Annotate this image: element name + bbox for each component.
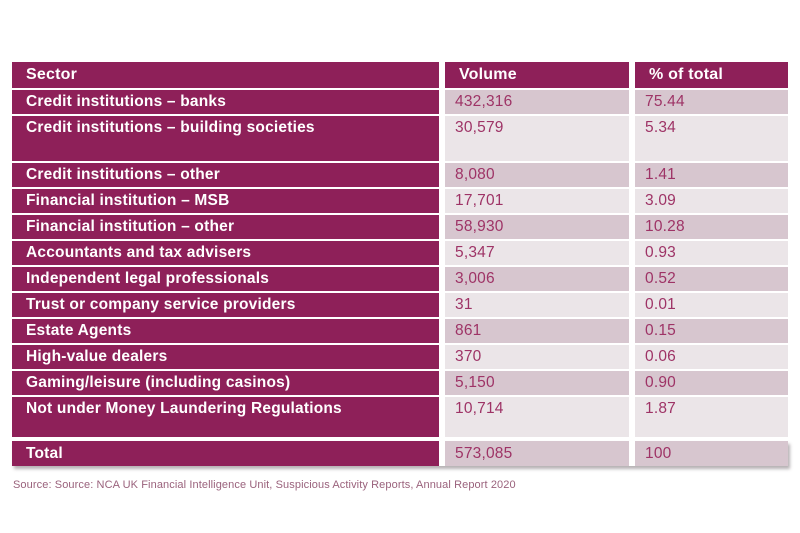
pct-cell: 0.52 — [635, 267, 788, 291]
pct-cell: 0.01 — [635, 293, 788, 317]
pct-cell: 0.93 — [635, 241, 788, 265]
sector-cell: Trust or company service providers — [12, 293, 439, 317]
volume-cell: 10,714 — [445, 397, 629, 437]
volume-cell: 58,930 — [445, 215, 629, 239]
volume-cell: 17,701 — [445, 189, 629, 213]
sector-cell: High-value dealers — [12, 345, 439, 369]
pct-cell: 1.87 — [635, 397, 788, 437]
total-label-cell: Total — [12, 441, 439, 466]
table-row-trust-providers: Trust or company service providers 31 0.… — [12, 293, 788, 317]
sector-cell: Credit institutions – other — [12, 163, 439, 187]
sector-cell: Financial institution – other — [12, 215, 439, 239]
header-cell-pct: % of total — [635, 62, 788, 88]
table-row-accountants: Accountants and tax advisers 5,347 0.93 — [12, 241, 788, 265]
volume-cell: 3,006 — [445, 267, 629, 291]
volume-cell: 861 — [445, 319, 629, 343]
sector-cell: Credit institutions – building societies — [12, 116, 439, 161]
sector-cell: Independent legal professionals — [12, 267, 439, 291]
table-header-row: Sector Volume % of total — [12, 62, 788, 88]
pct-cell: 5.34 — [635, 116, 788, 161]
pct-cell: 0.90 — [635, 371, 788, 395]
sector-cell: Not under Money Laundering Regulations — [12, 397, 439, 437]
table-row-msb: Financial institution – MSB 17,701 3.09 — [12, 189, 788, 213]
header-cell-volume: Volume — [445, 62, 629, 88]
sar-sector-table: Sector Volume % of total Credit institut… — [12, 62, 788, 468]
sector-cell: Estate Agents — [12, 319, 439, 343]
table-row-not-under-mlr: Not under Money Laundering Regulations 1… — [12, 397, 788, 437]
table-row-gaming-leisure: Gaming/leisure (including casinos) 5,150… — [12, 371, 788, 395]
total-volume-cell: 573,085 — [445, 441, 629, 466]
table-row-legal-professionals: Independent legal professionals 3,006 0.… — [12, 267, 788, 291]
table-row-banks: Credit institutions – banks 432,316 75.4… — [12, 90, 788, 114]
volume-cell: 370 — [445, 345, 629, 369]
volume-cell: 5,347 — [445, 241, 629, 265]
source-note: Source: Source: NCA UK Financial Intelli… — [13, 479, 516, 491]
volume-cell: 5,150 — [445, 371, 629, 395]
header-cell-sector: Sector — [12, 62, 439, 88]
table-total-row: Total 573,085 100 — [12, 441, 788, 466]
pct-cell: 75.44 — [635, 90, 788, 114]
pct-cell: 3.09 — [635, 189, 788, 213]
table-row-financial-other: Financial institution – other 58,930 10.… — [12, 215, 788, 239]
pct-cell: 0.15 — [635, 319, 788, 343]
volume-cell: 432,316 — [445, 90, 629, 114]
total-pct-cell: 100 — [635, 441, 788, 466]
volume-cell: 31 — [445, 293, 629, 317]
pct-cell: 1.41 — [635, 163, 788, 187]
sector-cell: Gaming/leisure (including casinos) — [12, 371, 439, 395]
table-row-estate-agents: Estate Agents 861 0.15 — [12, 319, 788, 343]
pct-cell: 10.28 — [635, 215, 788, 239]
sector-cell: Financial institution – MSB — [12, 189, 439, 213]
volume-cell: 30,579 — [445, 116, 629, 161]
sector-cell: Credit institutions – banks — [12, 90, 439, 114]
table-row-high-value-dealers: High-value dealers 370 0.06 — [12, 345, 788, 369]
table-row-credit-other: Credit institutions – other 8,080 1.41 — [12, 163, 788, 187]
pct-cell: 0.06 — [635, 345, 788, 369]
table-row-building-societies: Credit institutions – building societies… — [12, 116, 788, 161]
volume-cell: 8,080 — [445, 163, 629, 187]
sector-cell: Accountants and tax advisers — [12, 241, 439, 265]
